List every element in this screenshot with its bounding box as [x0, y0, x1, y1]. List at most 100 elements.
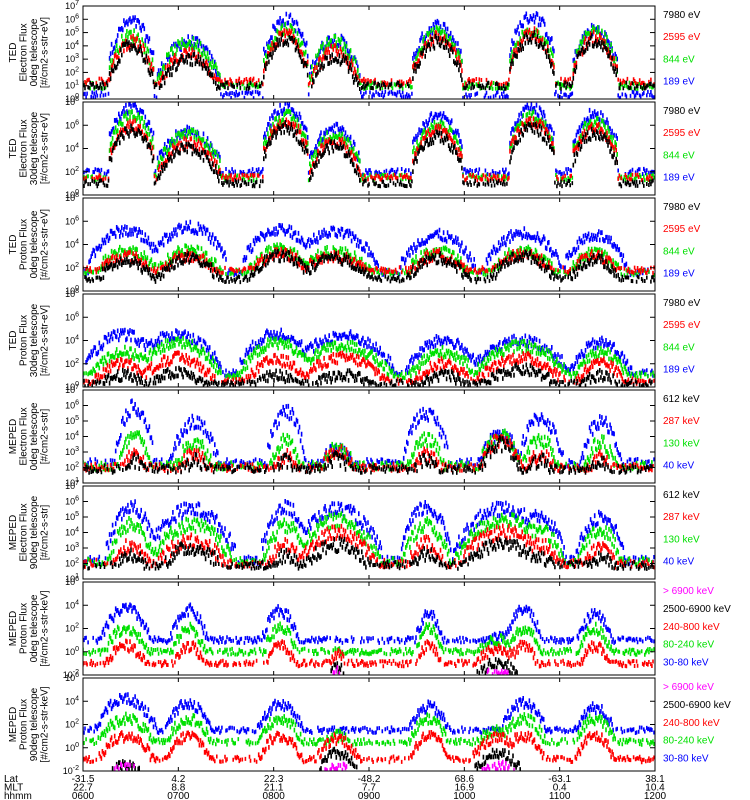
y-tick-label: 108 — [65, 96, 79, 107]
y-tick-label: 106 — [65, 496, 79, 507]
y-tick-label: 104 — [65, 599, 79, 610]
series-marks — [83, 120, 654, 189]
y-tick-label: 105 — [65, 27, 79, 38]
legend-entry: 844 eV — [663, 54, 695, 65]
y-tick-label: 102 — [65, 623, 79, 634]
y-tick-label: 104 — [65, 431, 79, 442]
x-row-label-lat: Lat — [4, 774, 18, 785]
x-tick-label-mlt: 22.7 — [73, 783, 93, 794]
y-tick-label: 102 — [65, 166, 79, 177]
y-tick-label: 106 — [65, 576, 79, 587]
panel-frame — [82, 197, 656, 292]
legend-entry: 844 eV — [663, 150, 695, 161]
legend-entry: 7980 eV — [663, 298, 701, 309]
legend-entry: 80-240 keV — [663, 736, 714, 747]
y-tick-label: 10-2 — [63, 765, 79, 776]
y-tick-label: 102 — [65, 719, 79, 730]
legend-entry: 7980 eV — [663, 202, 701, 213]
panel-8: 10-2 100 102 104 106 MEPEDProton Flux90deg te… — [8, 672, 731, 776]
y-tick-label: 106 — [65, 215, 79, 226]
x-tick-label-lat: -63.1 — [548, 774, 571, 785]
y-axis-label: TEDProton Flux30deg telescope[#/cm2-s-st… — [8, 303, 51, 377]
y-tick-label: 103 — [65, 542, 79, 553]
legend-entry: 30-80 keV — [663, 658, 709, 669]
y-tick-label: 100 — [65, 381, 79, 392]
series--6900-kev — [113, 759, 515, 771]
series-marks — [83, 102, 655, 177]
y-tick-label: 108 — [65, 192, 79, 203]
series-marks — [83, 535, 654, 571]
x-tick-label-hhmm: 0700 — [167, 791, 190, 800]
y-tick-label: 107 — [65, 0, 79, 11]
x-tick-label-lat: -48.2 — [358, 774, 381, 785]
series-7980-ev — [84, 249, 655, 285]
x-tick-label-mlt: 0.4 — [553, 783, 567, 794]
y-axis-label: TEDElectron Flux30deg telescope[#/cm2-s-… — [8, 111, 51, 185]
legend-entry: 2595 eV — [663, 320, 701, 331]
series-240-800-kev — [83, 730, 655, 765]
x-row-label-mlt: MLT — [4, 783, 23, 794]
panel-6: 101 102 103 104 105 106 107 MEPEDElectron Flux9… — [8, 480, 700, 584]
legend-entry: 2500-6900 keV — [663, 700, 731, 711]
legend-entry: 40 keV — [663, 460, 694, 471]
legend-entry: 130 keV — [663, 438, 700, 449]
y-tick-label: 103 — [65, 53, 79, 64]
y-tick-label: 102 — [65, 558, 79, 569]
series-189-ev — [83, 219, 655, 278]
legend-entry: 2595 eV — [663, 224, 701, 235]
legend-entry: 612 keV — [663, 394, 700, 405]
y-tick-label: 100 — [65, 189, 79, 200]
series-240-800-kev — [83, 638, 654, 669]
x-tick-label-hhmm: 0600 — [72, 791, 95, 800]
y-tick-label: 100 — [65, 285, 79, 296]
y-tick-label: 101 — [65, 80, 79, 91]
x-tick-label-lat: 4.2 — [171, 774, 185, 785]
y-tick-label: 106 — [65, 13, 79, 24]
legend-entry: 189 eV — [663, 364, 695, 375]
y-tick-label: 104 — [65, 143, 79, 154]
y-tick-label: 106 — [65, 400, 79, 411]
x-tick-label-mlt: 16.9 — [455, 783, 475, 794]
legend-entry: 287 keV — [663, 416, 700, 427]
panel-4: 100 102 104 106 108 TEDProton Flux30deg teles… — [8, 288, 701, 392]
y-tick-label: 104 — [65, 695, 79, 706]
series-marks — [83, 219, 655, 278]
y-tick-label: 104 — [65, 40, 79, 51]
legend-entry: 287 keV — [663, 512, 700, 523]
series-189-ev — [83, 102, 655, 177]
series-marks — [84, 249, 655, 285]
y-tick-label: 101 — [65, 477, 79, 488]
y-tick-label: 105 — [65, 511, 79, 522]
x-tick-label-lat: -31.5 — [72, 774, 95, 785]
x-tick-label-mlt: 21.1 — [264, 783, 284, 794]
y-tick-label: 107 — [65, 480, 79, 491]
x-tick-label-hhmm: 0900 — [358, 791, 381, 800]
series-marks — [83, 730, 655, 765]
legend-entry: 7980 eV — [663, 106, 701, 117]
series-7980-ev — [83, 30, 655, 91]
y-axis-label: MEPEDProton Flux90deg telescope[#/cm2-s-… — [8, 686, 51, 762]
series-marks — [83, 602, 655, 646]
legend-entry: > 6900 keV — [663, 586, 714, 597]
y-tick-label: 108 — [65, 288, 79, 299]
y-tick-label: 102 — [65, 66, 79, 77]
y-tick-label: 104 — [65, 527, 79, 538]
series-marks — [83, 30, 655, 91]
y-axis-label: TEDProton Flux0deg telescope[#/cm2-s-str… — [8, 209, 51, 280]
x-tick-label-lat: 68.6 — [455, 774, 475, 785]
series-marks — [83, 638, 654, 669]
x-tick-label-hhmm: 1000 — [453, 791, 476, 800]
y-tick-label: 102 — [65, 262, 79, 273]
y-tick-label: 105 — [65, 415, 79, 426]
legend-entry: 30-80 keV — [663, 754, 709, 765]
y-tick-label: 106 — [65, 672, 79, 683]
legend-entry: 189 eV — [663, 172, 695, 183]
y-axis-label: MEPEDElectron Flux0deg telescope[#/cm2-s… — [8, 402, 51, 470]
y-tick-label: 100 — [65, 93, 79, 104]
series-marks — [113, 759, 515, 771]
x-tick-label-hhmm: 0800 — [263, 791, 286, 800]
y-tick-label: 104 — [65, 239, 79, 250]
series-2500-6900-kev — [330, 657, 518, 675]
series-7980-ev — [83, 120, 654, 189]
legend-entry: 240-800 keV — [663, 622, 720, 633]
